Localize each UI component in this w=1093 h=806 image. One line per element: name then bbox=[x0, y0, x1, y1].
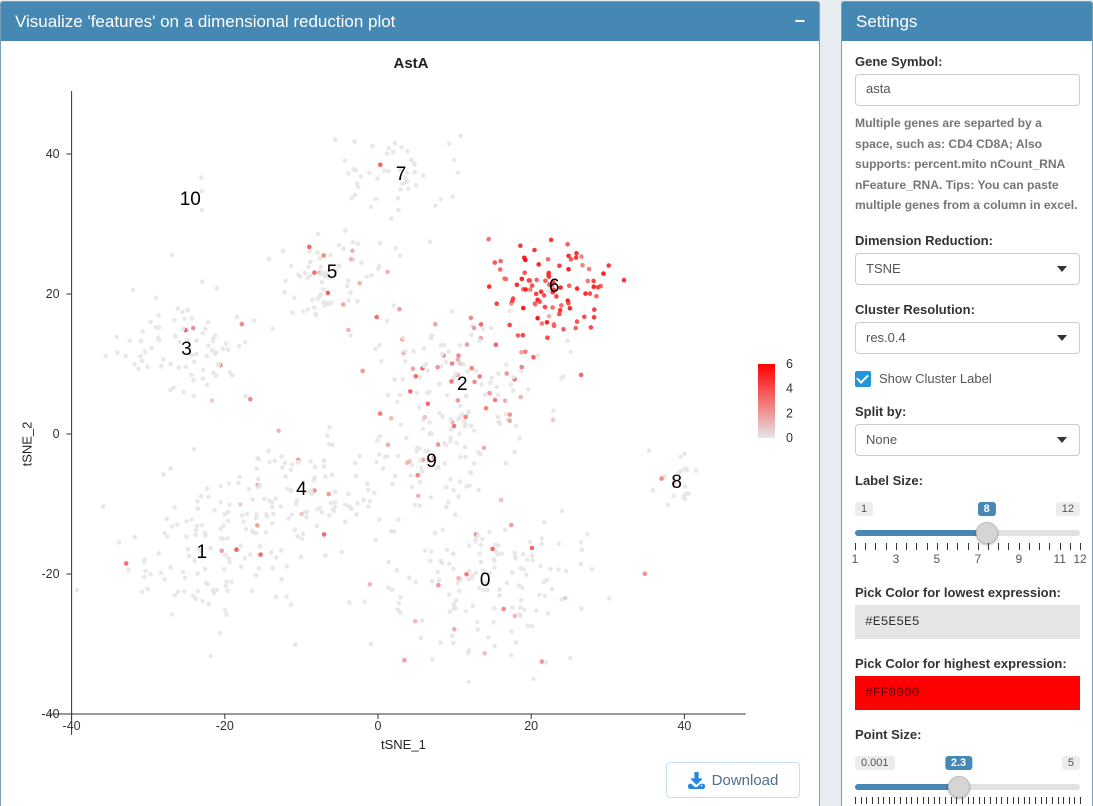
svg-text:-40: -40 bbox=[63, 719, 81, 733]
svg-text:-20: -20 bbox=[216, 719, 234, 733]
svg-text:0: 0 bbox=[786, 431, 793, 445]
svg-text:40: 40 bbox=[46, 147, 60, 161]
svg-text:2: 2 bbox=[786, 406, 793, 420]
svg-text:0: 0 bbox=[375, 719, 382, 733]
svg-text:6: 6 bbox=[786, 357, 793, 371]
svg-text:4: 4 bbox=[786, 382, 793, 396]
svg-text:-20: -20 bbox=[42, 567, 60, 581]
svg-text:20: 20 bbox=[46, 287, 60, 301]
svg-text:20: 20 bbox=[524, 719, 538, 733]
svg-text:0: 0 bbox=[53, 427, 60, 441]
svg-text:40: 40 bbox=[677, 719, 691, 733]
